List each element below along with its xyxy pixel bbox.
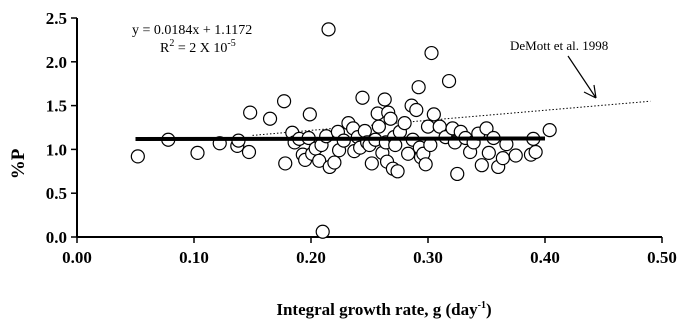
data-point: [262, 111, 278, 126]
data-point: [479, 121, 494, 136]
data-point: [420, 119, 436, 134]
data-point: [377, 92, 392, 107]
reference-annotation: DeMott et al. 1998: [510, 38, 608, 53]
data-point: [450, 166, 465, 182]
data-point: [383, 111, 398, 126]
data-point: [409, 102, 424, 118]
data-point: [508, 148, 523, 163]
r-squared-exponent: -5: [227, 38, 235, 49]
x-tick-label: 0.50: [647, 248, 677, 267]
data-point: [542, 123, 557, 138]
data-point: [481, 145, 496, 161]
data-point: [390, 164, 405, 179]
data-point: [276, 94, 292, 109]
data-point: [327, 155, 342, 170]
data-point: [441, 73, 457, 89]
x-tick-label: 0.30: [413, 248, 443, 267]
x-tick-label: 0.00: [62, 248, 92, 267]
x-tick-label: 0.10: [179, 248, 209, 267]
data-point: [241, 144, 257, 160]
data-point: [371, 119, 386, 134]
x-axis-ticks: 0.00 0.10 0.20 0.30 0.40 0.50: [62, 237, 677, 267]
data-point: [397, 116, 412, 131]
r-squared-value: = 2 X 10: [174, 41, 227, 56]
x-axis-label-text: Integral growth rate, g (day: [276, 300, 478, 319]
data-point: [319, 129, 334, 144]
data-point: [243, 105, 258, 120]
fit-line: [135, 136, 546, 142]
y-tick-label: 2.5: [46, 9, 67, 28]
data-point: [278, 156, 293, 171]
r-squared-superscript: 2: [169, 38, 174, 49]
y-tick-label: 2.0: [46, 53, 67, 72]
data-point: [528, 144, 543, 160]
data-point: [474, 158, 489, 173]
y-axis-ticks: 0.0 0.5 1.0 1.5 2.0 2.5: [46, 9, 77, 247]
y-tick-label: 1.5: [46, 97, 67, 116]
y-tick-label: 0.0: [46, 228, 67, 247]
data-point: [321, 22, 336, 37]
data-point: [418, 157, 433, 172]
x-axis-label-superscript: -1: [478, 300, 486, 311]
data-point: [495, 151, 510, 166]
data-point: [426, 107, 441, 122]
y-tick-label: 0.5: [46, 184, 67, 203]
data-point: [130, 149, 145, 164]
data-point: [302, 107, 317, 122]
axes: [76, 18, 662, 238]
x-tick-label: 0.20: [296, 248, 326, 267]
data-point: [424, 45, 439, 61]
annotation-arrow: [567, 55, 597, 99]
reference-line-group: [252, 100, 651, 136]
data-point: [190, 145, 205, 161]
data-point: [364, 156, 379, 171]
reference-line: [252, 100, 651, 136]
regression-equation: y = 0.0184x + 1.1172: [132, 23, 252, 38]
data-point: [357, 123, 372, 139]
data-point: [401, 146, 416, 161]
data-point: [411, 80, 426, 95]
y-axis-label: %P: [8, 148, 29, 179]
fit-line-group: [135, 136, 546, 142]
x-tick-label: 0.40: [530, 248, 560, 267]
x-axis-label-end: ): [486, 300, 492, 319]
x-axis-label: Integral growth rate, g (day-1): [276, 300, 491, 319]
data-point: [355, 90, 370, 105]
data-point: [315, 224, 330, 239]
r-squared-prefix: R: [160, 41, 170, 56]
data-point: [312, 153, 327, 168]
data-points: [130, 22, 557, 239]
y-tick-label: 1.0: [46, 140, 67, 159]
r-squared: R2 = 2 X 10-5: [160, 38, 236, 56]
